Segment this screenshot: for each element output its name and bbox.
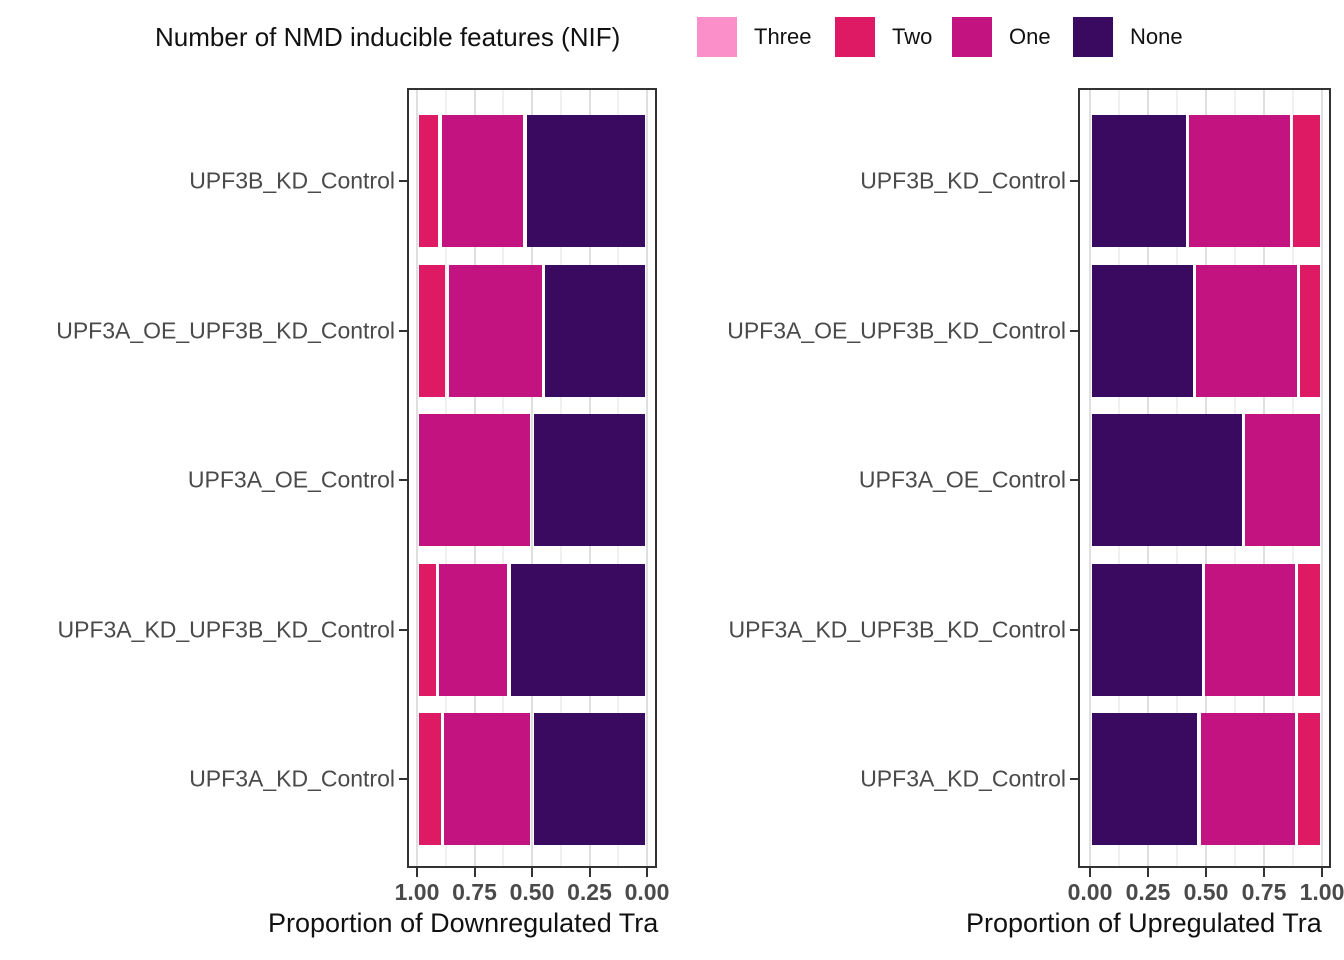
x-tick-label: 0.00 — [624, 879, 670, 905]
plot-panel-upregulated — [1078, 88, 1331, 868]
x-tick-label: 0.75 — [1241, 879, 1287, 905]
x-tick-mark — [1205, 868, 1207, 877]
bar-segment-one — [1205, 563, 1295, 696]
y-tick-mark — [399, 479, 407, 481]
x-tick-mark — [1147, 868, 1149, 877]
y-axis-label: UPF3A_KD_Control — [189, 765, 395, 792]
bar-segment-one — [439, 563, 508, 696]
gridline-major — [1089, 90, 1091, 866]
y-axis-label: UPF3B_KD_Control — [860, 167, 1066, 194]
x-tick-mark — [416, 868, 418, 877]
bar-segment-none — [510, 563, 646, 696]
x-tick-label: 1.00 — [394, 879, 440, 905]
bar-segment-none — [1091, 264, 1193, 397]
legend-label-three: Three — [754, 24, 812, 49]
y-axis-label: UPF3A_OE_Control — [187, 466, 395, 493]
gridline-major — [1321, 90, 1323, 866]
x-tick-label: 0.75 — [452, 879, 497, 905]
y-tick-mark — [399, 778, 407, 780]
bar-segment-one — [448, 264, 542, 397]
x-tick-mark — [531, 868, 533, 877]
bar-segment-none — [1091, 563, 1203, 696]
y-tick-mark — [1070, 628, 1078, 631]
y-axis-label: UPF3B_KD_Control — [189, 167, 395, 194]
y-tick-mark — [1070, 778, 1078, 780]
y-tick-mark — [1070, 479, 1078, 481]
bar-segment-none — [1091, 713, 1198, 845]
bar-segment-two — [1300, 264, 1321, 397]
bar-segment-none — [533, 414, 646, 546]
y-axis-label: UPF3A_KD_Control — [860, 765, 1066, 792]
y-axis-label: UPF3A_OE_UPF3B_KD_Control — [727, 317, 1066, 343]
y-tick-mark — [399, 628, 407, 631]
bar-segment-two — [418, 115, 439, 247]
y-tick-mark — [1070, 329, 1078, 332]
legend-label-two: Two — [892, 24, 933, 49]
x-tick-label: 0.25 — [567, 879, 612, 905]
legend-swatch-two-icon — [835, 17, 875, 57]
legend-item-two: Two — [835, 16, 932, 58]
bar-segment-two — [418, 264, 446, 397]
bar-segment-one — [1189, 115, 1291, 247]
x-tick-mark — [1263, 868, 1265, 877]
bar-segment-two — [418, 713, 441, 845]
legend-swatch-one-icon — [952, 17, 992, 57]
x-tick-mark — [646, 868, 648, 877]
x-tick-label: 0.25 — [1125, 879, 1171, 905]
bar-segment-two — [1298, 713, 1321, 845]
legend-title: Number of NMD inducible features (NIF) — [155, 21, 621, 52]
x-tick-label: 0.00 — [1067, 879, 1113, 905]
bar-segment-one — [1200, 713, 1295, 845]
y-axis-label: UPF3A_KD_UPF3B_KD_Control — [728, 616, 1066, 642]
x-axis-title-upregulated: Proportion of Upregulated Tra — [966, 908, 1322, 938]
x-tick-mark — [588, 868, 591, 877]
y-tick-mark — [399, 180, 407, 182]
y-tick-mark — [399, 329, 407, 332]
x-tick-mark — [473, 868, 476, 877]
bar-segment-one — [1244, 414, 1321, 546]
bar-segment-one — [441, 115, 524, 247]
bar-segment-one — [1196, 264, 1298, 397]
legend-label-none: None — [1130, 24, 1183, 49]
plot-panel-downregulated — [407, 88, 657, 868]
legend-item-none: None — [1073, 16, 1183, 58]
y-tick-mark — [1070, 180, 1078, 182]
bar-segment-none — [526, 115, 646, 247]
bar-segment-one — [443, 713, 531, 845]
legend-item-one: One — [952, 16, 1051, 58]
legend-swatch-three-icon — [697, 17, 737, 57]
y-axis-label: UPF3A_OE_Control — [858, 466, 1066, 493]
y-axis-label: UPF3A_KD_UPF3B_KD_Control — [57, 616, 395, 642]
x-tick-mark — [1089, 868, 1091, 877]
gridline-major — [646, 90, 648, 866]
x-tick-mark — [1321, 868, 1323, 877]
x-tick-label: 0.50 — [509, 879, 555, 905]
x-axis-title-downregulated: Proportion of Downregulated Tra — [268, 908, 659, 938]
legend-label-one: One — [1009, 24, 1051, 49]
legend-item-three: Three — [697, 16, 811, 58]
x-tick-label: 1.00 — [1299, 879, 1344, 905]
x-tick-label: 0.50 — [1183, 879, 1229, 905]
bar-segment-two — [1293, 115, 1321, 247]
bar-segment-two — [1298, 563, 1321, 696]
bar-segment-none — [545, 264, 646, 397]
bar-segment-none — [1091, 115, 1186, 247]
bar-segment-none — [1091, 414, 1242, 546]
bar-segment-one — [418, 414, 531, 546]
y-axis-label: UPF3A_OE_UPF3B_KD_Control — [56, 317, 395, 343]
legend-swatch-none-icon — [1073, 17, 1113, 57]
gridline-major — [531, 90, 533, 866]
gridline-major — [416, 90, 418, 866]
bar-segment-two — [418, 563, 437, 696]
bar-segment-none — [533, 713, 646, 845]
